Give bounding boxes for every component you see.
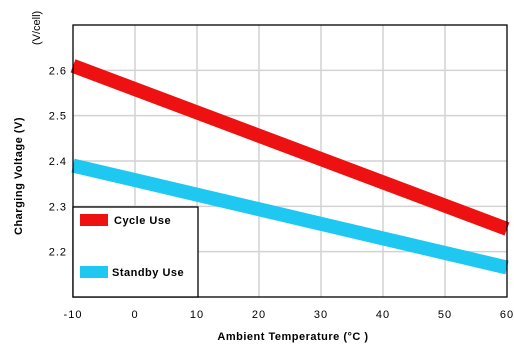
series-line-cycle-use [70, 59, 510, 236]
y-tick-label: 2.4 [49, 156, 67, 168]
x-tick-label: 40 [376, 309, 390, 321]
x-tick-label: -10 [64, 309, 83, 321]
legend: Cycle Use Standby Use [72, 206, 199, 298]
y-tick-label: 2.3 [49, 201, 67, 213]
x-tick-label: 10 [190, 309, 204, 321]
x-tick-label: 60 [500, 309, 514, 321]
x-tick-labels: -10 0 10 20 30 40 50 60 [64, 309, 514, 321]
series-line-standby-use [71, 158, 509, 275]
legend-swatch-standby-use [80, 266, 108, 278]
y-tick-label: 2.6 [49, 65, 67, 77]
legend-label-cycle-use: Cycle Use [114, 215, 171, 227]
x-tick-label: 20 [252, 309, 266, 321]
y-tick-label: 2.2 [49, 247, 67, 259]
unit-label: (V/cell) [31, 11, 43, 45]
plot-frame [72, 24, 508, 298]
x-tick-label: 50 [438, 309, 452, 321]
y-tick-label: 2.5 [49, 111, 67, 123]
series-lines [70, 59, 510, 275]
x-axis-label: Ambient Temperature (°C ) [217, 331, 368, 343]
x-tick-label: 30 [314, 309, 328, 321]
x-tick-label: 0 [131, 309, 138, 321]
y-tick-labels: 2.2 2.3 2.4 2.5 2.6 [49, 65, 67, 259]
legend-swatch-cycle-use [80, 214, 108, 226]
y-axis-label: Charging Voltage (V) [13, 117, 25, 235]
legend-label-standby-use: Standby Use [112, 267, 184, 279]
